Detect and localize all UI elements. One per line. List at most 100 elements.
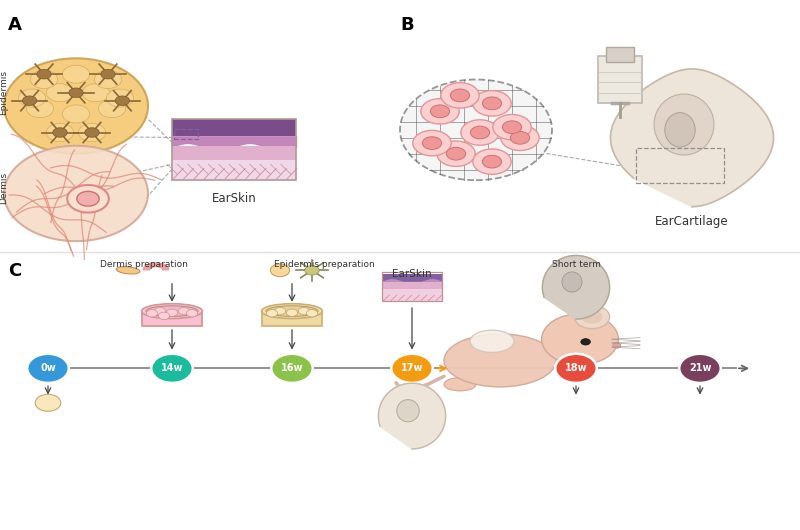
Circle shape	[437, 141, 475, 166]
Ellipse shape	[397, 400, 419, 422]
Circle shape	[146, 310, 158, 317]
Ellipse shape	[470, 330, 514, 352]
Text: Dermis: Dermis	[0, 172, 9, 204]
Ellipse shape	[679, 354, 721, 383]
Circle shape	[266, 310, 278, 317]
Bar	[172, 119, 296, 136]
Circle shape	[46, 123, 74, 142]
Ellipse shape	[562, 272, 582, 292]
Text: B: B	[400, 16, 414, 34]
Circle shape	[35, 394, 61, 411]
Circle shape	[274, 307, 286, 315]
Text: A: A	[8, 16, 22, 34]
Ellipse shape	[665, 113, 695, 147]
Circle shape	[22, 96, 37, 105]
Circle shape	[18, 89, 46, 107]
Ellipse shape	[151, 354, 193, 383]
Text: Short term: Short term	[551, 260, 601, 269]
Circle shape	[441, 83, 479, 108]
Text: 17w: 17w	[401, 364, 423, 373]
Circle shape	[26, 100, 54, 118]
Bar	[382, 282, 442, 290]
Circle shape	[82, 84, 110, 102]
Circle shape	[37, 69, 51, 79]
Circle shape	[501, 125, 539, 151]
Text: Epidermis preparation: Epidermis preparation	[274, 260, 374, 269]
Ellipse shape	[555, 354, 597, 383]
Circle shape	[69, 88, 83, 98]
Circle shape	[98, 100, 126, 118]
Text: EarCartilage: EarCartilage	[655, 215, 729, 228]
Bar	[382, 274, 442, 282]
Ellipse shape	[116, 267, 140, 274]
Circle shape	[46, 84, 74, 102]
Circle shape	[270, 264, 290, 277]
Polygon shape	[143, 263, 169, 270]
Circle shape	[470, 126, 490, 139]
Ellipse shape	[27, 354, 69, 383]
Ellipse shape	[654, 94, 714, 155]
Circle shape	[166, 309, 178, 316]
Circle shape	[94, 70, 122, 89]
Ellipse shape	[444, 377, 476, 391]
Ellipse shape	[271, 354, 313, 383]
Ellipse shape	[266, 306, 318, 316]
Ellipse shape	[146, 306, 198, 316]
Text: Dermis preparation: Dermis preparation	[100, 260, 188, 269]
Circle shape	[450, 89, 470, 102]
Circle shape	[115, 96, 130, 105]
Circle shape	[62, 65, 90, 83]
Circle shape	[502, 121, 522, 134]
Bar	[172, 160, 296, 180]
Circle shape	[542, 314, 618, 365]
Circle shape	[581, 339, 590, 345]
Ellipse shape	[544, 333, 576, 361]
Circle shape	[482, 97, 502, 110]
Ellipse shape	[444, 334, 556, 387]
Bar	[598, 56, 642, 103]
Bar	[142, 311, 202, 326]
Text: 16w: 16w	[281, 364, 303, 373]
Circle shape	[510, 131, 530, 144]
Circle shape	[422, 137, 442, 149]
Text: 21w: 21w	[689, 364, 711, 373]
Circle shape	[67, 185, 109, 213]
Bar	[172, 146, 296, 161]
Circle shape	[4, 146, 148, 241]
Circle shape	[430, 105, 450, 118]
Circle shape	[178, 307, 190, 315]
Bar	[172, 119, 296, 180]
Circle shape	[582, 310, 602, 324]
Ellipse shape	[391, 354, 433, 383]
Text: C: C	[8, 262, 22, 280]
Circle shape	[85, 128, 99, 137]
Circle shape	[158, 312, 170, 320]
Circle shape	[106, 89, 134, 107]
Text: 14w: 14w	[161, 364, 183, 373]
Circle shape	[101, 69, 115, 79]
Circle shape	[62, 105, 90, 123]
Circle shape	[77, 191, 99, 206]
Text: EarSkin: EarSkin	[212, 192, 256, 205]
Circle shape	[286, 309, 298, 316]
Circle shape	[306, 310, 318, 317]
Circle shape	[186, 310, 198, 317]
Circle shape	[493, 114, 531, 140]
Text: 0w: 0w	[40, 364, 56, 373]
Circle shape	[482, 155, 502, 168]
Ellipse shape	[142, 304, 202, 319]
Circle shape	[53, 128, 67, 137]
Circle shape	[30, 70, 58, 89]
Circle shape	[413, 130, 451, 156]
Circle shape	[400, 80, 552, 180]
Circle shape	[446, 147, 466, 160]
Circle shape	[473, 91, 511, 116]
Bar	[382, 272, 442, 301]
Polygon shape	[378, 383, 446, 449]
Text: 18w: 18w	[565, 364, 587, 373]
Text: Epidermis: Epidermis	[0, 70, 9, 115]
Bar	[174, 129, 198, 139]
Circle shape	[4, 58, 148, 154]
Bar	[382, 289, 442, 301]
Circle shape	[461, 120, 499, 145]
